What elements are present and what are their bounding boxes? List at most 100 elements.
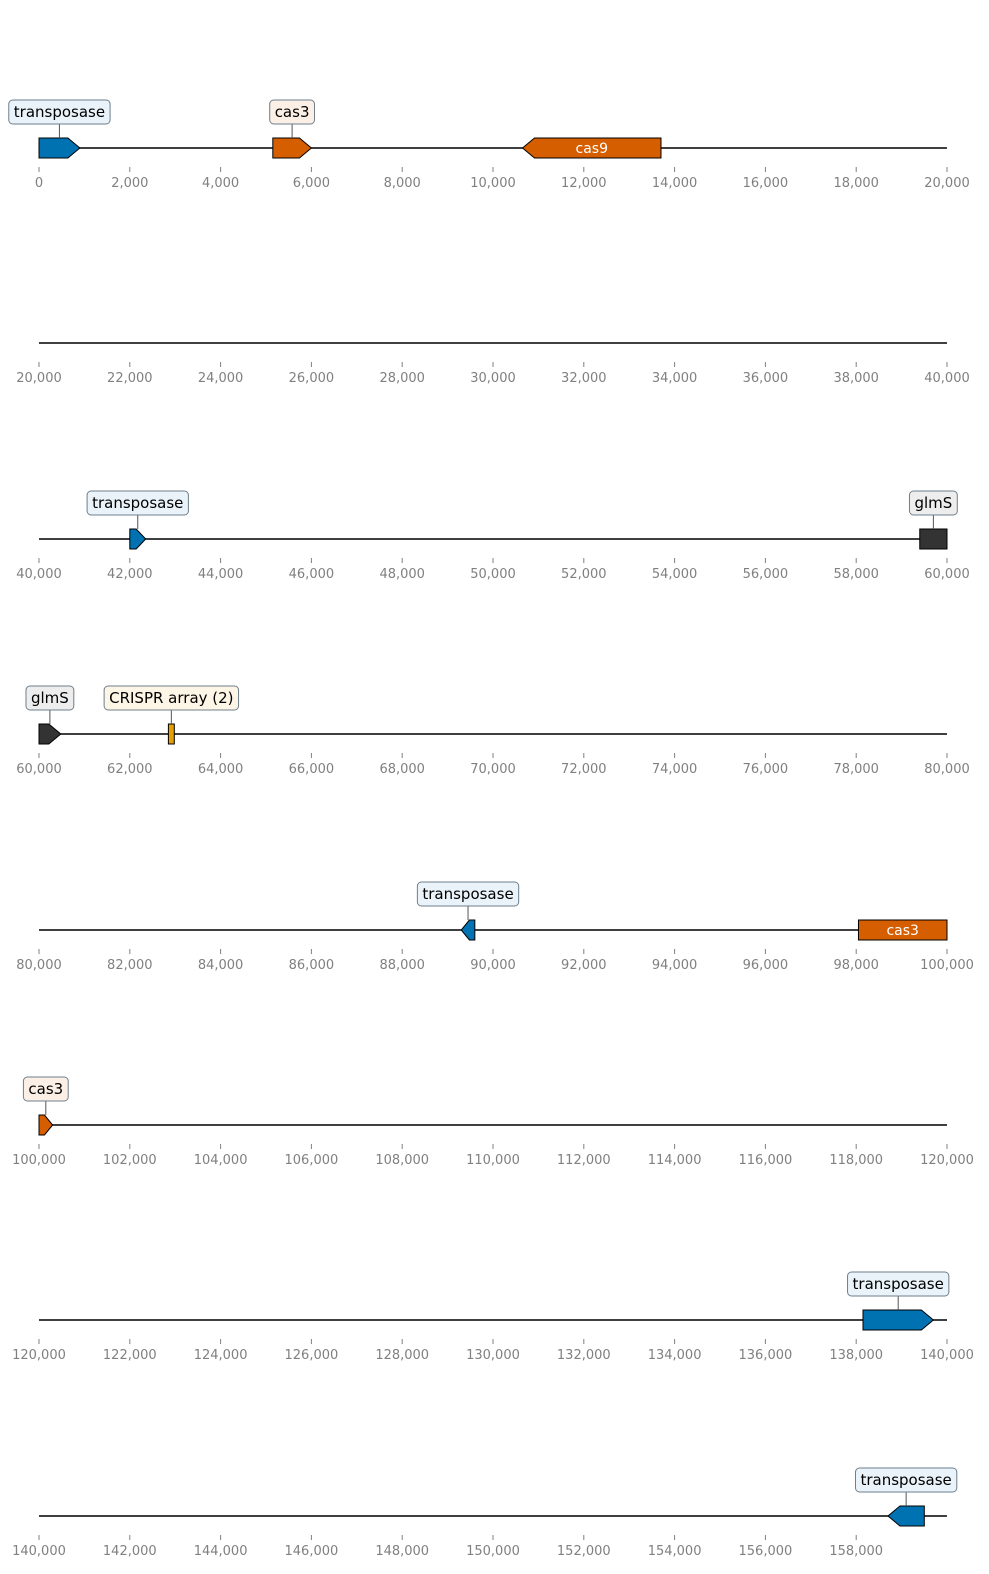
cas-feature [521, 137, 662, 159]
tick-label: 0 [35, 176, 43, 191]
track-row: 80,000 82,000 84,000 86,000 88,000 90,000 92,0… [16, 881, 974, 973]
tick-label: 140,000 [12, 1544, 66, 1559]
tick-label: 64,000 [198, 762, 244, 777]
tick-label: 74,000 [652, 762, 698, 777]
cas-feature [272, 137, 313, 159]
tick-label: 126,000 [285, 1348, 339, 1363]
feature-label: cas3 [886, 923, 918, 939]
transposase-feature [887, 1505, 925, 1527]
track-row: 60,000 62,000 64,000 66,000 68,000 70,000 72,0… [16, 685, 970, 777]
feature-label: glmS [914, 494, 952, 512]
tick-label: 44,000 [198, 567, 244, 582]
tick-label: 84,000 [198, 958, 244, 973]
tick-label: 40,000 [16, 567, 62, 582]
tick-label: 22,000 [107, 371, 153, 386]
tick-label: 10,000 [470, 176, 516, 191]
glms-feature [919, 528, 948, 550]
tick-label: 100,000 [12, 1153, 66, 1168]
tick-label: 134,000 [648, 1348, 702, 1363]
tick-label: 138,000 [829, 1348, 883, 1363]
feature-label: glmS [31, 689, 69, 707]
tick-label: 2,000 [111, 176, 148, 191]
tick-label: 100,000 [920, 958, 974, 973]
tick-label: 80,000 [924, 762, 970, 777]
tick-label: 52,000 [561, 567, 607, 582]
label-box [22, 1076, 69, 1102]
tick-label: 32,000 [561, 371, 607, 386]
track-row: 100,000 102,000 104,000 106,000 108,000 110,0… [12, 1076, 974, 1168]
tick-label: 12,000 [561, 176, 607, 191]
tick-label: 82,000 [107, 958, 153, 973]
tick-label: 24,000 [198, 371, 244, 386]
feature-label: transposase [422, 885, 513, 903]
tick-label: 144,000 [194, 1544, 248, 1559]
tick-label: 96,000 [743, 958, 789, 973]
label-box [8, 99, 111, 125]
transposase-feature [460, 919, 476, 941]
tick-label: 70,000 [470, 762, 516, 777]
transposase-feature [129, 528, 147, 550]
tick-label: 102,000 [103, 1153, 157, 1168]
tick-label: 26,000 [289, 371, 335, 386]
tick-label: 86,000 [289, 958, 335, 973]
tick-label: 6,000 [293, 176, 330, 191]
transposase-feature [862, 1309, 935, 1331]
tick-label: 158,000 [829, 1544, 883, 1559]
tick-label: 120,000 [920, 1153, 974, 1168]
tick-label: 94,000 [652, 958, 698, 973]
tick-label: 30,000 [470, 371, 516, 386]
tick-label: 60,000 [924, 567, 970, 582]
tick-label: 142,000 [103, 1544, 157, 1559]
tick-label: 112,000 [557, 1153, 611, 1168]
tick-label: 122,000 [103, 1348, 157, 1363]
tick-label: 56,000 [743, 567, 789, 582]
tick-label: 106,000 [285, 1153, 339, 1168]
label-box [416, 881, 520, 907]
transposase-feature [38, 137, 81, 159]
feature-label: cas3 [28, 1080, 63, 1098]
tick-label: 92,000 [561, 958, 607, 973]
tick-label: 132,000 [557, 1348, 611, 1363]
tick-label: 104,000 [194, 1153, 248, 1168]
tick-label: 28,000 [379, 371, 425, 386]
tick-label: 76,000 [743, 762, 789, 777]
feature-label: transposase [92, 494, 183, 512]
feature-label: cas9 [576, 141, 608, 157]
tick-label: 118,000 [829, 1153, 883, 1168]
tick-label: 140,000 [920, 1348, 974, 1363]
feature-label: transposase [14, 103, 105, 121]
tick-label: 20,000 [16, 371, 62, 386]
track-row: 0 2,000 4,000 6,000 8,000 10,000 12,000 14,000 1… [8, 99, 970, 191]
track-row: 40,000 42,000 44,000 46,000 48,000 50,000 52,0… [16, 490, 970, 582]
tick-label: 80,000 [16, 958, 62, 973]
tick-label: 136,000 [739, 1348, 793, 1363]
track-row: 120,000 122,000 124,000 126,000 128,000 130,0… [12, 1271, 974, 1363]
label-box [908, 490, 958, 516]
tick-label: 68,000 [379, 762, 425, 777]
crispr-feature [167, 723, 175, 745]
cas-feature [38, 1114, 54, 1136]
label-box [847, 1271, 950, 1297]
tick-label: 16,000 [743, 176, 789, 191]
tick-label: 90,000 [470, 958, 516, 973]
cas-feature [857, 919, 948, 941]
feature-label: transposase [860, 1471, 951, 1489]
tick-label: 156,000 [739, 1544, 793, 1559]
tick-label: 98,000 [833, 958, 879, 973]
tick-label: 148,000 [375, 1544, 429, 1559]
tick-label: 20,000 [924, 176, 970, 191]
tick-label: 66,000 [289, 762, 335, 777]
tick-label: 108,000 [375, 1153, 429, 1168]
tick-label: 46,000 [289, 567, 335, 582]
label-box [103, 685, 240, 711]
tick-label: 78,000 [833, 762, 879, 777]
tick-label: 120,000 [12, 1348, 66, 1363]
tick-label: 58,000 [833, 567, 879, 582]
tick-label: 54,000 [652, 567, 698, 582]
label-box [86, 490, 189, 516]
tick-label: 14,000 [652, 176, 698, 191]
tick-label: 42,000 [107, 567, 153, 582]
tick-label: 88,000 [379, 958, 425, 973]
tick-label: 110,000 [466, 1153, 520, 1168]
